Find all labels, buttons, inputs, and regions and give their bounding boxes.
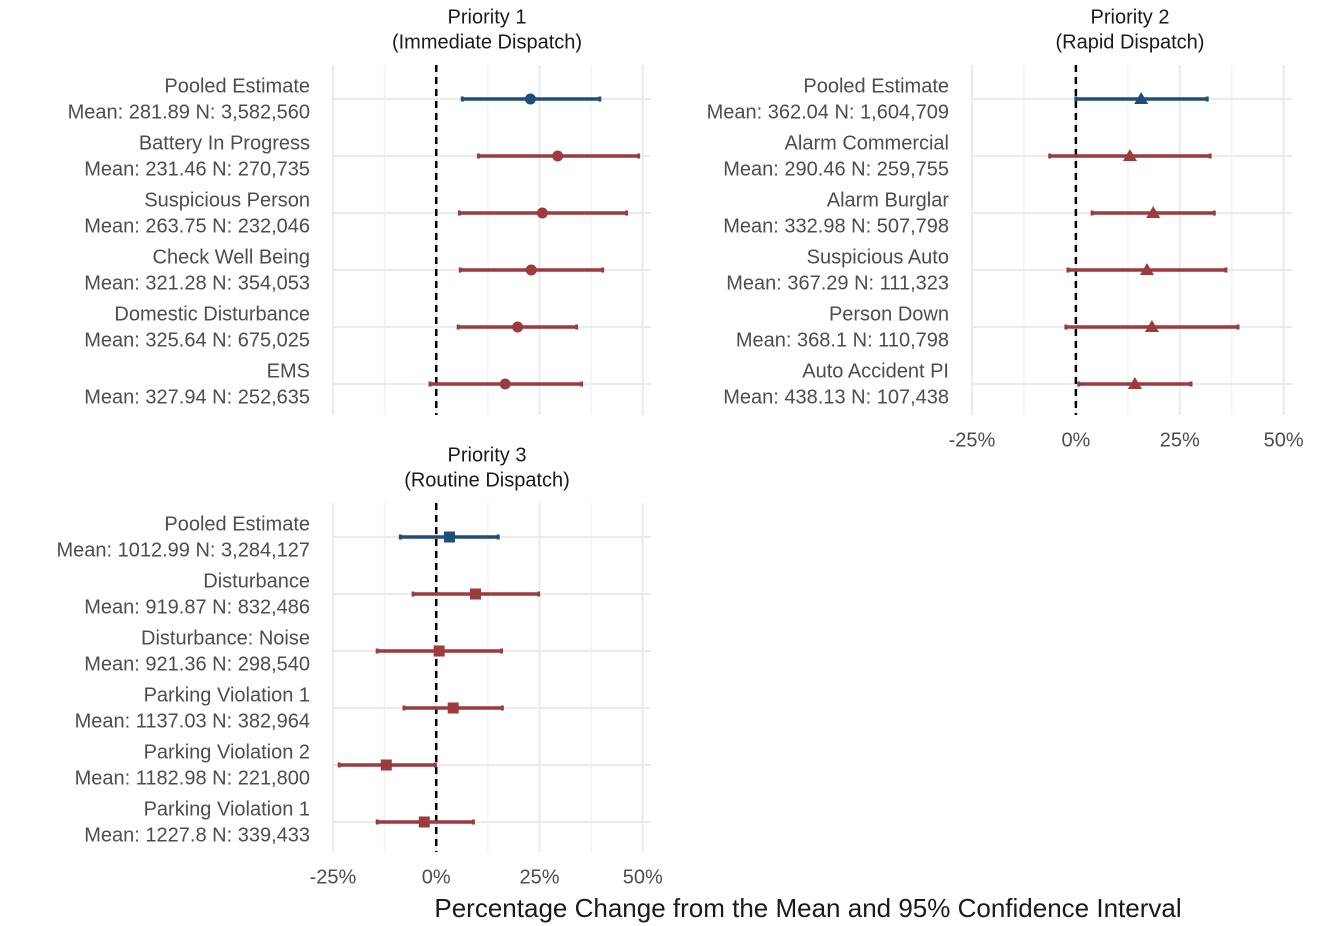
- category-stats: Mean: 327.94 N: 252,635: [84, 386, 310, 408]
- category-label: Parking Violation 2: [144, 741, 310, 763]
- category-stats: Mean: 1182.98 N: 221,800: [75, 767, 310, 789]
- x-tick-label: 0%: [422, 866, 451, 888]
- category-label: Parking Violation 1: [144, 684, 310, 706]
- category-label: Domestic Disturbance: [114, 303, 310, 325]
- panel-title: Priority 3: [448, 444, 527, 466]
- point: [525, 264, 537, 276]
- panel-subtitle: (Routine Dispatch): [404, 469, 570, 491]
- point: [1144, 320, 1159, 332]
- point: [552, 150, 564, 162]
- category-label: Auto Accident PI: [802, 360, 949, 382]
- point: [469, 588, 481, 600]
- category-label: Battery In Progress: [139, 132, 310, 154]
- category-stats: Mean: 325.64 N: 675,025: [84, 329, 310, 351]
- x-tick-label: -25%: [949, 429, 996, 451]
- category-label: Pooled Estimate: [164, 513, 310, 535]
- point: [433, 645, 445, 657]
- x-tick-label: 25%: [1160, 429, 1200, 451]
- category-stats: Mean: 368.1 N: 110,798: [736, 329, 949, 351]
- panel-subtitle: (Immediate Dispatch): [392, 31, 582, 53]
- point: [418, 816, 430, 828]
- point: [447, 702, 459, 714]
- point: [499, 378, 511, 390]
- category-stats: Mean: 919.87 N: 832,486: [84, 596, 310, 618]
- point: [524, 93, 536, 105]
- category-label: Alarm Commercial: [785, 132, 949, 154]
- category-label: Disturbance: [203, 570, 310, 592]
- category-label: Disturbance: Noise: [141, 627, 310, 649]
- category-stats: Mean: 367.29 N: 111,323: [726, 272, 949, 294]
- panel-subtitle: (Rapid Dispatch): [1056, 31, 1205, 53]
- panel-title: Priority 2: [1091, 6, 1170, 28]
- x-axis-title: Percentage Change from the Mean and 95% …: [434, 893, 1181, 923]
- category-stats: Mean: 1227.8 N: 339,433: [84, 824, 310, 846]
- point: [1139, 263, 1154, 275]
- category-label: Pooled Estimate: [164, 75, 310, 97]
- point: [380, 759, 392, 771]
- point: [1127, 377, 1142, 389]
- category-stats: Mean: 263.75 N: 232,046: [84, 215, 310, 237]
- category-label: Parking Violation 1: [144, 798, 310, 820]
- panel-title: Priority 1: [448, 6, 527, 28]
- category-label: EMS: [267, 360, 310, 382]
- x-tick-label: 0%: [1061, 429, 1090, 451]
- x-tick-label: 50%: [623, 866, 663, 888]
- point: [1134, 92, 1149, 104]
- category-stats: Mean: 321.28 N: 354,053: [84, 272, 310, 294]
- point: [1146, 206, 1161, 218]
- category-stats: Mean: 362.04 N: 1,604,709: [707, 101, 949, 123]
- point: [512, 321, 524, 333]
- category-stats: Mean: 438.13 N: 107,438: [723, 386, 949, 408]
- category-stats: Mean: 281.89 N: 3,582,560: [68, 101, 310, 123]
- point: [536, 207, 548, 219]
- category-label: Alarm Burglar: [827, 189, 950, 211]
- category-stats: Mean: 1137.03 N: 382,964: [75, 710, 310, 732]
- category-label: Person Down: [829, 303, 949, 325]
- x-tick-label: 50%: [1264, 429, 1304, 451]
- category-label: Suspicious Person: [144, 189, 310, 211]
- category-stats: Mean: 231.46 N: 270,735: [84, 158, 310, 180]
- x-tick-label: -25%: [310, 866, 357, 888]
- category-stats: Mean: 921.36 N: 298,540: [84, 653, 310, 675]
- category-stats: Mean: 1012.99 N: 3,284,127: [56, 539, 310, 561]
- point: [443, 531, 455, 543]
- category-label: Suspicious Auto: [807, 246, 949, 268]
- category-label: Pooled Estimate: [803, 75, 949, 97]
- x-tick-label: 25%: [519, 866, 559, 888]
- point: [1122, 149, 1137, 161]
- category-label: Check Well Being: [153, 246, 310, 268]
- category-stats: Mean: 290.46 N: 259,755: [723, 158, 949, 180]
- category-stats: Mean: 332.98 N: 507,798: [723, 215, 949, 237]
